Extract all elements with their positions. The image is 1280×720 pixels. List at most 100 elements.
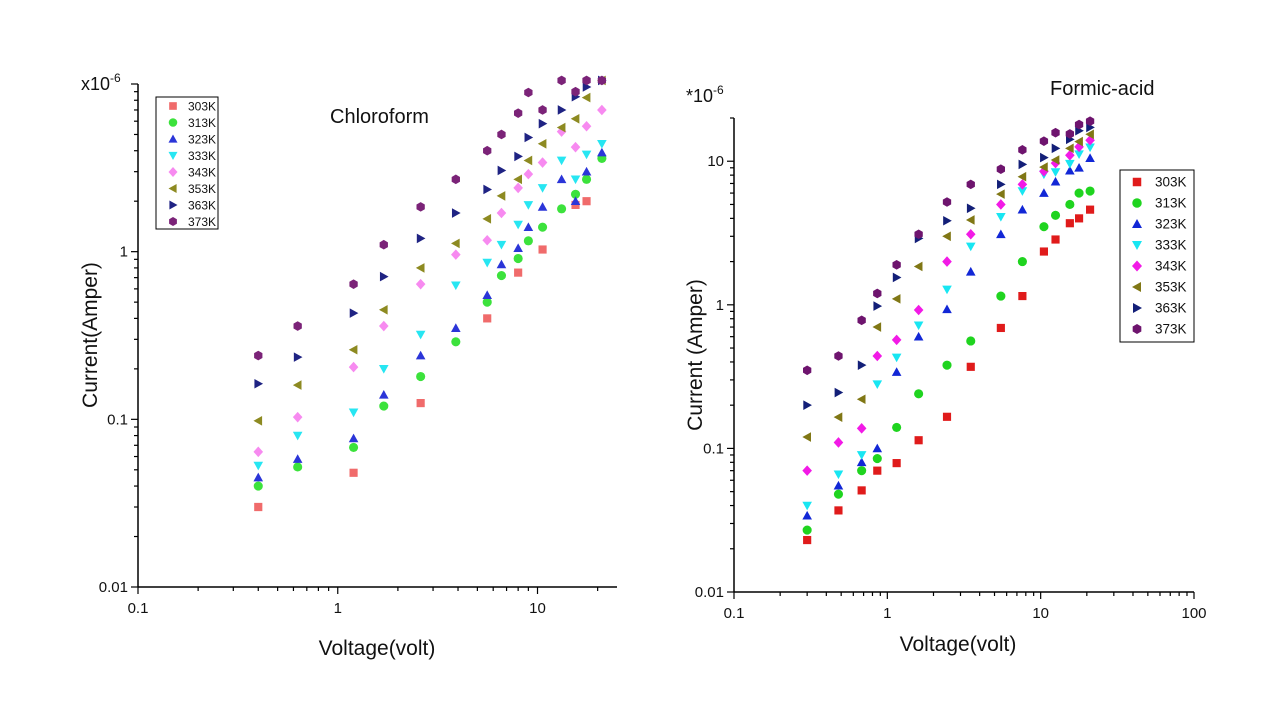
data-point-373K [293, 321, 302, 331]
data-point-373K [497, 129, 506, 140]
data-point-353K [965, 215, 975, 225]
data-point-323K [965, 266, 976, 276]
data-point-303K [1051, 235, 1060, 244]
data-point-373K [557, 75, 566, 86]
y-tick-label: 0.1 [703, 440, 724, 457]
data-point-313K [523, 236, 533, 246]
data-point-373K [538, 105, 547, 115]
data-point-313K [513, 253, 523, 264]
data-point-333K [556, 156, 567, 166]
data-point-303K [966, 362, 975, 371]
data-point-373K [1018, 145, 1027, 155]
data-point-323K [415, 350, 426, 360]
data-point-333K [913, 321, 924, 331]
legend-label-353K: 353K [188, 182, 216, 196]
data-point-343K [348, 361, 359, 373]
legend-label-333K: 333K [1155, 238, 1187, 253]
data-point-353K [513, 174, 522, 185]
data-point-353K [253, 416, 263, 426]
formic-acid-chart-title: Formic-acid [1050, 78, 1154, 100]
data-point-373K [483, 145, 492, 156]
data-point-333K [833, 470, 844, 480]
data-point-363K [1051, 143, 1061, 154]
data-point-343K [996, 199, 1006, 210]
data-point-313K [857, 466, 867, 476]
data-point-313K [416, 371, 426, 382]
data-point-363K [803, 400, 812, 410]
data-point-343K [802, 465, 812, 476]
data-point-323K [496, 259, 507, 269]
legend-marker-353K [1132, 282, 1141, 292]
data-point-353K [1017, 171, 1027, 182]
data-point-313K [253, 481, 263, 491]
data-point-363K [524, 132, 534, 143]
data-point-323K [537, 202, 548, 211]
x-tick-label: 0.1 [128, 600, 149, 617]
data-point-373K [834, 351, 843, 361]
data-point-313K [1050, 210, 1061, 220]
data-point-333K [292, 431, 303, 441]
data-point-303K [857, 486, 866, 495]
legend-marker-373K [169, 217, 177, 226]
data-point-353K [348, 344, 358, 355]
data-point-333K [965, 242, 976, 252]
data-point-353K [378, 305, 388, 315]
data-point-323K [570, 196, 581, 206]
data-point-343K [253, 446, 264, 458]
data-point-313K [1074, 188, 1084, 198]
legend-marker-363K [169, 200, 178, 210]
data-point-303K [892, 459, 901, 468]
y-tick-label: 0.1 [107, 411, 128, 428]
data-point-323K [348, 433, 359, 443]
data-point-313K [1039, 222, 1049, 232]
legend-label-373K: 373K [1155, 322, 1187, 337]
data-point-353K [996, 189, 1005, 199]
data-point-303K [1039, 247, 1048, 256]
data-point-343K [833, 437, 844, 448]
data-point-323K [872, 443, 883, 453]
chloroform-chart-title: Chloroform [330, 106, 429, 128]
data-point-313K [581, 174, 592, 184]
data-point-303K [254, 502, 263, 512]
data-point-333K [513, 220, 523, 230]
data-point-323K [913, 331, 924, 341]
data-point-353K [537, 138, 547, 149]
data-point-333K [1050, 168, 1061, 177]
data-point-343K [513, 182, 523, 194]
data-point-313K [996, 291, 1006, 301]
data-point-363K [997, 179, 1006, 190]
data-point-313K [451, 337, 461, 347]
data-point-343K [415, 278, 426, 290]
data-point-323K [1039, 188, 1049, 197]
legend-marker-333K [168, 151, 178, 160]
legend-label-353K: 353K [1155, 280, 1187, 295]
x-tick-label: 100 [1181, 605, 1206, 622]
data-point-373K [1074, 119, 1084, 130]
data-point-363K [1018, 159, 1028, 170]
data-point-303K [582, 197, 591, 206]
data-point-373K [582, 75, 591, 86]
data-point-353K [872, 322, 882, 332]
data-point-323K [451, 323, 461, 332]
data-point-343K [523, 168, 534, 180]
data-point-333K [496, 240, 507, 250]
data-point-343K [496, 207, 507, 219]
data-point-343K [597, 104, 607, 116]
data-point-323K [833, 480, 844, 490]
formic-acid-y-axis-title: Current (Amper) [684, 279, 707, 431]
legend-label-303K: 303K [1155, 175, 1187, 190]
data-point-323K [253, 472, 264, 482]
data-point-353K [1074, 136, 1083, 147]
y-tick-label: 1 [120, 244, 128, 261]
data-point-333K [1065, 159, 1075, 169]
data-point-303K [1074, 214, 1084, 223]
data-point-353K [570, 114, 580, 124]
data-point-363K [966, 203, 976, 214]
legend-label-313K: 313K [1155, 196, 1187, 211]
data-point-333K [1085, 143, 1095, 153]
data-point-363K [451, 208, 461, 218]
x-tick-label: 10 [1032, 605, 1049, 622]
data-point-343K [378, 320, 389, 332]
